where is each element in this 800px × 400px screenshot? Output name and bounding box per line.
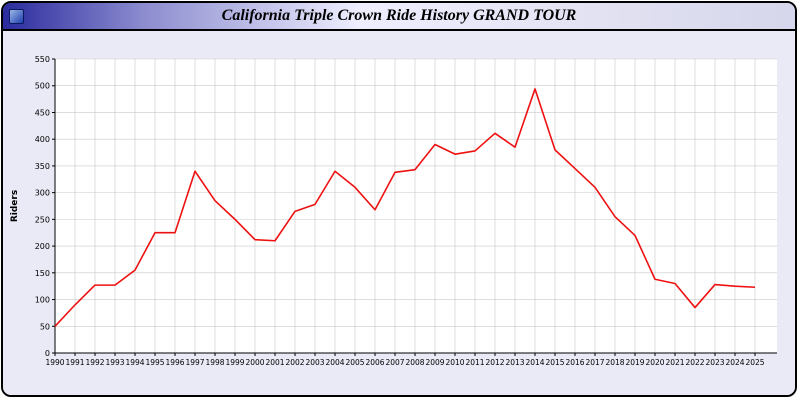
x-tick-label: 2020 xyxy=(645,358,664,367)
x-tick-label: 2000 xyxy=(245,358,264,367)
x-tick-label: 2008 xyxy=(405,358,424,367)
y-tick-label: 250 xyxy=(35,215,50,224)
window-icon xyxy=(9,8,24,24)
x-tick-label: 1996 xyxy=(165,358,184,367)
x-tick-label: 2013 xyxy=(505,358,524,367)
y-tick-label: 300 xyxy=(35,189,50,198)
y-tick-label: 150 xyxy=(35,269,50,278)
y-tick-label: 550 xyxy=(35,55,50,64)
x-tick-label: 2014 xyxy=(525,358,544,367)
x-tick-label: 2023 xyxy=(705,358,724,367)
x-tick-label: 1997 xyxy=(185,358,204,367)
y-tick-label: 200 xyxy=(35,242,50,251)
x-tick-label: 2003 xyxy=(305,358,324,367)
x-tick-label: 2017 xyxy=(585,358,604,367)
y-tick-label: 450 xyxy=(35,108,50,117)
y-tick-label: 0 xyxy=(45,349,50,358)
x-tick-label: 2009 xyxy=(425,358,444,367)
x-tick-label: 2004 xyxy=(325,358,344,367)
x-tick-label: 2022 xyxy=(685,358,704,367)
x-tick-label: 2012 xyxy=(485,358,504,367)
x-tick-label: 2024 xyxy=(725,358,744,367)
x-tick-label: 1992 xyxy=(85,358,104,367)
x-tick-label: 2021 xyxy=(665,358,684,367)
x-tick-label: 2011 xyxy=(465,358,484,367)
y-tick-label: 100 xyxy=(35,296,50,305)
x-tick-label: 1991 xyxy=(65,358,84,367)
ride-history-line xyxy=(54,88,756,327)
window-titlebar: California Triple Crown Ride History GRA… xyxy=(3,3,795,31)
y-tick-label: 50 xyxy=(40,322,50,331)
x-tick-label: 1993 xyxy=(105,358,124,367)
chart-area: 0 50 100 150 200 250 300 350 400 450 500 550 1990 199… xyxy=(3,31,795,395)
x-tick-label: 2002 xyxy=(285,358,304,367)
x-tick-label: 2025 xyxy=(745,358,764,367)
x-tick-label: 2015 xyxy=(545,358,564,367)
x-tick-label: 1999 xyxy=(225,358,244,367)
y-axis-title: Riders xyxy=(10,190,20,222)
x-tick-label: 1990 xyxy=(45,358,64,367)
y-tick-label: 400 xyxy=(35,135,50,144)
x-tick-label: 2019 xyxy=(625,358,644,367)
x-tick-label: 2006 xyxy=(365,358,384,367)
x-tick-label: 1994 xyxy=(125,358,144,367)
x-tick-label: 2005 xyxy=(345,358,364,367)
y-tick-label: 500 xyxy=(35,82,50,91)
x-tick-label: 1995 xyxy=(145,358,164,367)
y-tick-label: 350 xyxy=(35,162,50,171)
x-tick-label: 2001 xyxy=(265,358,284,367)
x-tick-label: 2016 xyxy=(565,358,584,367)
plot-background xyxy=(55,59,777,353)
x-tick-label: 2007 xyxy=(385,358,404,367)
x-tick-label: 2010 xyxy=(445,358,464,367)
chart-title: California Triple Crown Ride History GRA… xyxy=(221,7,577,24)
x-tick-label: 2018 xyxy=(605,358,624,367)
x-tick-label: 1998 xyxy=(205,358,224,367)
